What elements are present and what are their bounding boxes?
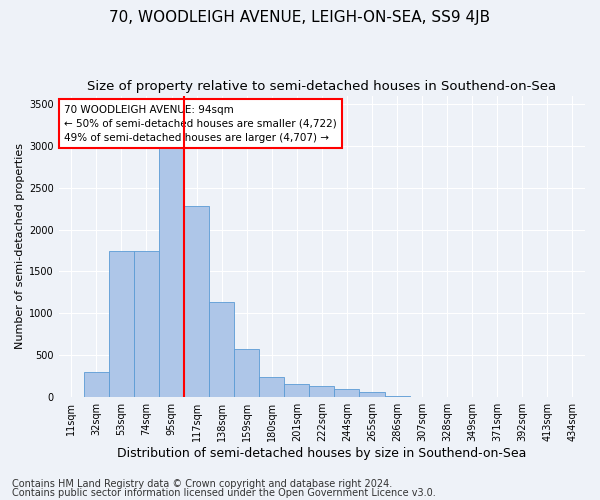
Bar: [109, 250, 134, 397]
Bar: [209, 302, 234, 397]
Bar: [259, 377, 284, 397]
X-axis label: Distribution of semi-detached houses by size in Southend-on-Sea: Distribution of semi-detached houses by …: [117, 447, 527, 460]
Bar: [184, 206, 209, 397]
Bar: [310, 386, 334, 397]
Bar: [159, 112, 184, 397]
Bar: [234, 350, 259, 397]
Text: 70, WOODLEIGH AVENUE, LEIGH-ON-SEA, SS9 4JB: 70, WOODLEIGH AVENUE, LEIGH-ON-SEA, SS9 …: [109, 10, 491, 25]
Bar: [359, 392, 385, 397]
Text: Contains HM Land Registry data © Crown copyright and database right 2024.: Contains HM Land Registry data © Crown c…: [12, 479, 392, 489]
Bar: [134, 250, 159, 397]
Bar: [334, 388, 359, 397]
Bar: [84, 372, 109, 397]
Title: Size of property relative to semi-detached houses in Southend-on-Sea: Size of property relative to semi-detach…: [88, 80, 556, 93]
Text: 70 WOODLEIGH AVENUE: 94sqm
← 50% of semi-detached houses are smaller (4,722)
49%: 70 WOODLEIGH AVENUE: 94sqm ← 50% of semi…: [64, 104, 337, 142]
Y-axis label: Number of semi-detached properties: Number of semi-detached properties: [15, 144, 25, 350]
Bar: [385, 396, 410, 397]
Bar: [284, 384, 310, 397]
Text: Contains public sector information licensed under the Open Government Licence v3: Contains public sector information licen…: [12, 488, 436, 498]
